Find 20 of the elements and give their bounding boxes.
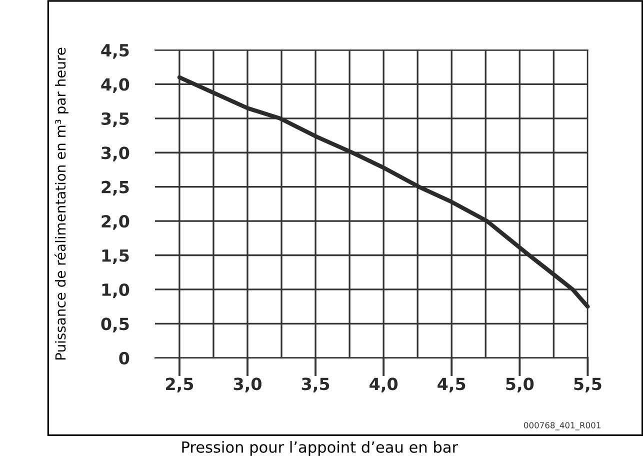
y-tick-label: 2,0 [102, 215, 130, 230]
y-tick-label: 1,0 [102, 283, 130, 298]
x-axis-title: Pression pour l’appoint d’eau en bar [182, 441, 458, 456]
y-tick-label: 0,5 [101, 318, 129, 332]
x-tick-label: 5,5 [574, 378, 602, 392]
x-tick-label: 4,0 [370, 378, 398, 392]
y-tick-label: 1,5 [102, 249, 129, 264]
x-tick-label: 4,5 [438, 378, 466, 392]
y-tick-label: 0 [119, 352, 130, 364]
y-axis-title: Puissance de réalimentation en m³ par heure [54, 48, 68, 360]
x-tick-label: 5,0 [506, 378, 534, 392]
y-tick-label: 3,0 [102, 146, 130, 162]
text: 000768_401_R001 [524, 422, 600, 430]
x-tick-label: 3,0 [234, 378, 262, 392]
y-tick-label: 2,5 [102, 180, 129, 196]
y-tick-label: 3,5 [102, 112, 129, 128]
x-tick-label: 2,5 [166, 378, 194, 392]
x-tick-label: 3,5 [302, 378, 330, 392]
y-tick-label: 4,0 [101, 78, 130, 93]
y-tick-label: 4,5 [101, 44, 129, 59]
